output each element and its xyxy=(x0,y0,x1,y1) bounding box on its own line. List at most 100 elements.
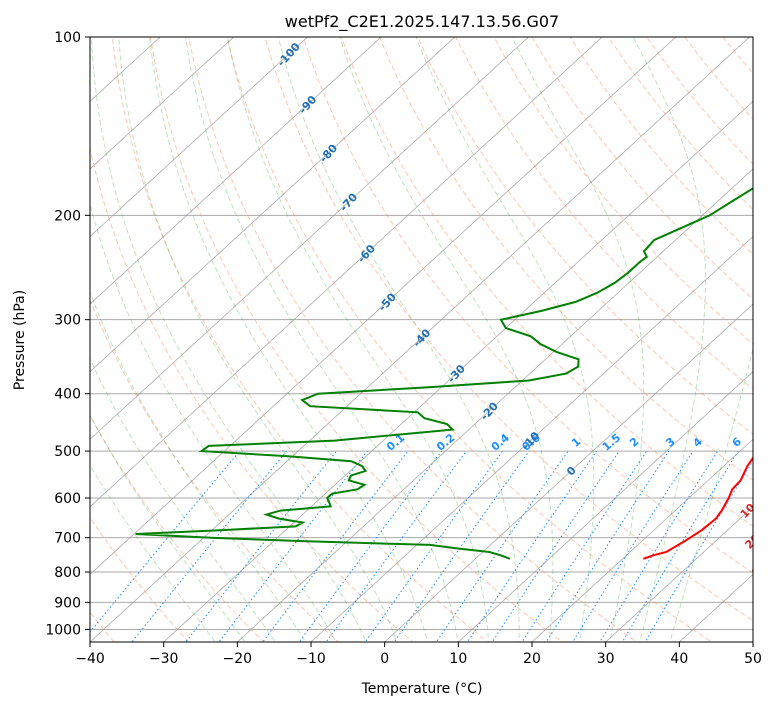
dry-adiabat-line xyxy=(149,37,564,642)
mixing-ratio-label: 8 xyxy=(759,435,773,450)
isotherm-line xyxy=(531,438,753,642)
moist-adiabat-line xyxy=(185,37,459,642)
moist-adiabat-line xyxy=(339,37,554,642)
moist-adiabat-line xyxy=(90,357,276,642)
chart-line-labels: 0.10.20.40.611.52346810131620253036-100-… xyxy=(275,40,775,614)
x-tick-label: 30 xyxy=(597,651,615,667)
x-tick-label: 10 xyxy=(449,651,467,667)
moist-adiabat-line xyxy=(90,202,337,642)
x-tick-label: 50 xyxy=(744,651,762,667)
y-tick-label: 1000 xyxy=(45,622,81,638)
moist-adiabat-lines xyxy=(90,37,753,642)
dry-adiabat-line xyxy=(493,37,753,345)
isotherm-line xyxy=(90,37,309,238)
x-tick-label: −10 xyxy=(296,651,326,667)
moist-adiabat-label: 20 xyxy=(743,531,763,551)
dry-adiabat-line xyxy=(722,37,753,75)
moist-adiabat-line xyxy=(632,37,707,642)
x-tick-label: −40 xyxy=(75,651,105,667)
mixing-ratio-line xyxy=(435,450,569,642)
dry-adiabat-line xyxy=(302,37,753,574)
dry-adiabat-line xyxy=(739,10,775,654)
mixing-ratio-line xyxy=(491,450,620,642)
isotherm-line xyxy=(163,100,753,642)
isotherm-line xyxy=(752,641,753,642)
moist-adiabat-label: 30 xyxy=(749,559,769,579)
dry-adiabat-line xyxy=(90,299,339,642)
dry-adiabat-line xyxy=(188,37,638,642)
plot-frame xyxy=(89,36,754,643)
mixing-ratio-line xyxy=(545,450,670,642)
dry-adiabat-line xyxy=(264,37,753,622)
mixing-ratio-label: 1 xyxy=(569,435,583,450)
isotherm-lines xyxy=(90,37,753,642)
moist-adiabat-line xyxy=(90,290,307,642)
mixing-ratio-label: 6 xyxy=(730,435,744,450)
moist-adiabat-label: 40 xyxy=(758,594,775,614)
dry-adiabat-line xyxy=(378,37,753,481)
y-tick-label: 800 xyxy=(54,565,81,581)
x-tick-label: −20 xyxy=(223,651,253,667)
isotherm-line xyxy=(90,37,603,508)
dry-adiabat-line xyxy=(90,145,414,642)
y-axis: 100 200 300 400 500 600 700 800 900 1000 xyxy=(45,30,90,638)
isotherm-line xyxy=(605,506,753,642)
x-tick-label: 20 xyxy=(523,651,541,667)
moist-adiabat-line xyxy=(90,463,216,642)
mixing-ratio-line xyxy=(364,450,504,642)
mixing-ratio-label: 1.5 xyxy=(600,431,623,453)
mixing-ratio-line xyxy=(131,450,287,642)
chart-title: wetPf2_C2E1.2025.147.13.56.G07 xyxy=(285,12,559,32)
moist-adiabat-line xyxy=(90,414,246,642)
isotherm-line xyxy=(90,37,161,102)
dry-adiabat-line xyxy=(226,37,713,642)
mixing-ratio-line xyxy=(325,450,467,642)
isotherm-line xyxy=(384,303,753,642)
isotherm-line xyxy=(310,235,753,642)
mixing-ratio-label: 3 xyxy=(663,435,677,450)
moist-adiabat-line xyxy=(277,37,520,642)
mixing-ratio-label: 0.4 xyxy=(489,431,513,454)
mixing-ratio-line xyxy=(644,459,753,642)
dry-adiabat-lines xyxy=(90,10,775,654)
moist-adiabat-line xyxy=(511,37,645,642)
y-tick-label: 200 xyxy=(54,208,81,224)
temperature-line xyxy=(642,456,753,560)
mixing-ratio-label: 2 xyxy=(627,435,641,450)
mixing-ratio-line xyxy=(572,450,694,642)
x-tick-label: 40 xyxy=(670,651,688,667)
mixing-ratio-line xyxy=(621,450,739,642)
moist-adiabat-line xyxy=(415,37,595,642)
dry-adiabat-line xyxy=(684,37,753,120)
dry-adiabat-line xyxy=(90,414,265,642)
y-tick-label: 100 xyxy=(54,30,81,46)
moist-adiabat-line xyxy=(669,346,753,642)
isotherm-line xyxy=(90,37,677,575)
isotherm-line xyxy=(678,573,753,642)
y-tick-label: 300 xyxy=(54,313,81,329)
y-axis-label: Pressure (hPa) xyxy=(12,290,28,390)
mixing-ratio-label: 0.2 xyxy=(434,431,457,453)
y-tick-label: 900 xyxy=(54,595,81,611)
isotherm-line xyxy=(90,37,751,642)
mixing-ratio-lines xyxy=(90,450,753,642)
moist-adiabat-line xyxy=(149,37,429,642)
mixing-ratio-line xyxy=(185,450,337,642)
isotherm-line xyxy=(457,371,753,642)
mixing-ratio-line xyxy=(393,450,530,642)
plot-area: 0.10.20.40.611.52346810131620253036-100-… xyxy=(90,10,775,654)
y-tick-label: 600 xyxy=(54,491,81,507)
isotherm-line xyxy=(236,168,753,642)
x-tick-label: 0 xyxy=(380,651,389,667)
x-tick-label: −30 xyxy=(149,651,179,667)
moist-adiabat-line xyxy=(90,37,367,642)
mixing-ratio-line xyxy=(521,450,648,642)
mixing-ratio-line xyxy=(599,450,719,642)
mixing-ratio-line xyxy=(298,450,443,642)
mixing-ratio-line xyxy=(90,450,240,633)
dewpoint-line xyxy=(135,187,753,560)
dry-adiabat-line xyxy=(340,37,753,528)
x-axis-label: Temperature (°C) xyxy=(361,681,483,697)
y-tick-label: 400 xyxy=(54,387,81,403)
